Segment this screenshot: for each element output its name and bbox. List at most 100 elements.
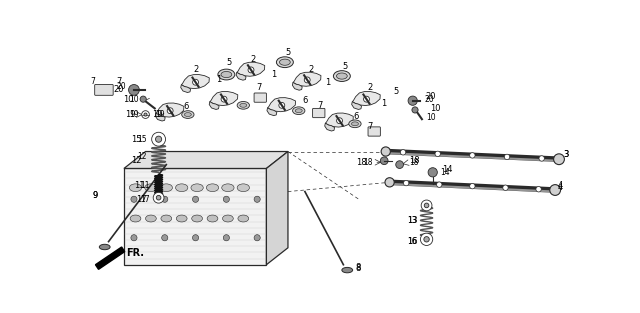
Circle shape xyxy=(223,235,230,241)
Circle shape xyxy=(554,154,564,165)
Circle shape xyxy=(381,147,390,156)
Ellipse shape xyxy=(240,103,247,107)
Polygon shape xyxy=(324,123,335,131)
Text: 18: 18 xyxy=(409,158,419,167)
Circle shape xyxy=(435,151,440,156)
Ellipse shape xyxy=(176,215,187,222)
Text: 4: 4 xyxy=(557,181,563,190)
FancyBboxPatch shape xyxy=(312,108,325,118)
Circle shape xyxy=(279,102,285,108)
Ellipse shape xyxy=(237,101,250,109)
Circle shape xyxy=(248,67,254,73)
Text: 19: 19 xyxy=(125,110,136,119)
Ellipse shape xyxy=(175,184,188,192)
Text: 2: 2 xyxy=(368,83,373,92)
Circle shape xyxy=(193,79,198,85)
Text: 12: 12 xyxy=(131,156,141,165)
Ellipse shape xyxy=(192,215,202,222)
Text: 5: 5 xyxy=(227,58,232,67)
Text: 16: 16 xyxy=(406,237,417,246)
Ellipse shape xyxy=(238,215,249,222)
Circle shape xyxy=(221,96,227,102)
Ellipse shape xyxy=(191,184,204,192)
Text: 8: 8 xyxy=(356,263,361,271)
Text: 2: 2 xyxy=(250,55,255,64)
Circle shape xyxy=(401,150,406,155)
Circle shape xyxy=(337,118,342,124)
FancyBboxPatch shape xyxy=(254,93,266,102)
Circle shape xyxy=(408,96,417,105)
Ellipse shape xyxy=(237,184,250,192)
Text: 15: 15 xyxy=(131,135,141,144)
Text: 1: 1 xyxy=(271,70,276,79)
Circle shape xyxy=(428,168,437,177)
Ellipse shape xyxy=(280,59,291,65)
Circle shape xyxy=(470,153,475,158)
Circle shape xyxy=(193,196,198,202)
Circle shape xyxy=(424,237,429,242)
Text: 8: 8 xyxy=(355,264,360,273)
Ellipse shape xyxy=(342,267,353,273)
Circle shape xyxy=(403,180,409,186)
Text: 14: 14 xyxy=(440,168,450,177)
FancyBboxPatch shape xyxy=(368,127,380,136)
Polygon shape xyxy=(266,151,288,265)
Text: 14: 14 xyxy=(442,166,452,175)
Circle shape xyxy=(504,154,509,160)
Circle shape xyxy=(385,178,394,187)
Text: 3: 3 xyxy=(564,150,569,159)
Circle shape xyxy=(152,132,166,146)
Circle shape xyxy=(140,96,147,102)
Text: 2: 2 xyxy=(308,65,314,74)
Ellipse shape xyxy=(182,111,194,118)
Polygon shape xyxy=(210,91,238,105)
Text: 18: 18 xyxy=(363,158,372,167)
Circle shape xyxy=(193,235,198,241)
Circle shape xyxy=(436,182,442,187)
Circle shape xyxy=(131,235,137,241)
Ellipse shape xyxy=(333,71,350,81)
Ellipse shape xyxy=(221,184,234,192)
Text: 20: 20 xyxy=(425,92,435,100)
Ellipse shape xyxy=(145,215,156,222)
Ellipse shape xyxy=(351,122,358,126)
Text: 17: 17 xyxy=(136,195,147,204)
Text: 2: 2 xyxy=(193,65,198,74)
Polygon shape xyxy=(268,98,296,112)
Circle shape xyxy=(131,196,137,202)
Polygon shape xyxy=(181,74,209,89)
Text: 6: 6 xyxy=(302,96,308,105)
Ellipse shape xyxy=(130,215,141,222)
Text: 9: 9 xyxy=(92,191,97,200)
Circle shape xyxy=(424,203,429,208)
Circle shape xyxy=(380,157,388,165)
Text: 1: 1 xyxy=(325,78,331,87)
Ellipse shape xyxy=(276,57,293,68)
Text: 17: 17 xyxy=(140,195,149,204)
Polygon shape xyxy=(156,103,184,117)
Text: 10: 10 xyxy=(427,113,436,122)
Circle shape xyxy=(550,185,561,195)
Text: 6: 6 xyxy=(353,112,358,121)
Text: 18: 18 xyxy=(356,158,367,167)
Ellipse shape xyxy=(207,215,218,222)
Polygon shape xyxy=(267,108,277,115)
Text: 15: 15 xyxy=(138,135,147,144)
Polygon shape xyxy=(124,151,288,168)
Ellipse shape xyxy=(223,215,234,222)
Ellipse shape xyxy=(206,184,219,192)
Polygon shape xyxy=(156,113,165,121)
Circle shape xyxy=(396,161,403,168)
Text: 20: 20 xyxy=(117,82,127,91)
Ellipse shape xyxy=(337,73,348,79)
Circle shape xyxy=(412,107,418,113)
Circle shape xyxy=(470,183,475,189)
FancyBboxPatch shape xyxy=(95,85,113,95)
Text: 19: 19 xyxy=(152,110,163,119)
Ellipse shape xyxy=(218,69,235,80)
Text: 18: 18 xyxy=(409,156,419,165)
Text: 7: 7 xyxy=(367,122,373,131)
Polygon shape xyxy=(236,72,246,80)
Polygon shape xyxy=(325,113,353,127)
Circle shape xyxy=(536,187,541,192)
